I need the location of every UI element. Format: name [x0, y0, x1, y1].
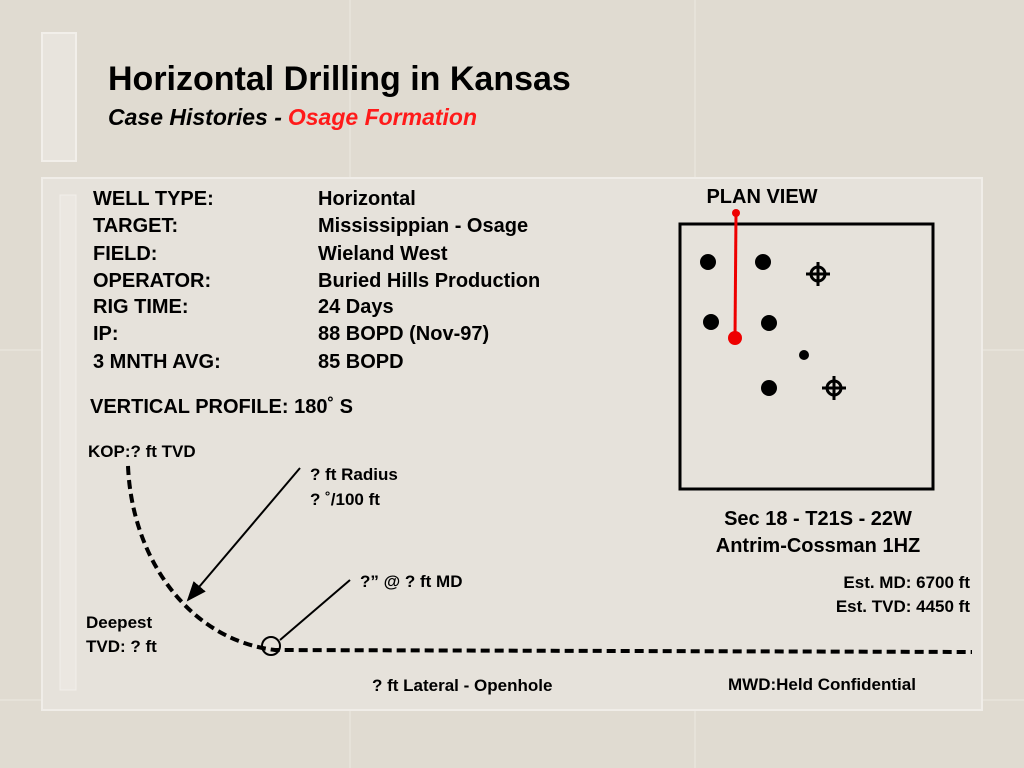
build-rate: ? ˚/100 ft — [310, 490, 380, 509]
kop: KOP:? ft TVD — [88, 442, 196, 461]
casing-point — [261, 636, 281, 656]
info-value: Buried Hills Production — [318, 270, 540, 292]
casing-leader — [279, 579, 351, 641]
wells — [700, 254, 809, 396]
bottom-hole — [728, 331, 742, 345]
info-value: Mississippian - Osage — [318, 215, 528, 237]
panel — [41, 177, 983, 711]
info-label: OPERATOR: — [93, 270, 211, 292]
well-name: Antrim-Cossman 1HZ — [716, 535, 920, 557]
info-value: 24 Days — [318, 296, 394, 318]
surface-location — [732, 209, 740, 217]
info-label: TARGET: — [93, 215, 178, 237]
info-label: 3 MNTH AVG: — [93, 351, 221, 373]
info-value: Horizontal — [318, 188, 416, 210]
section-box — [678, 222, 935, 491]
info-value: Wieland West — [318, 243, 448, 265]
est-tvd: Est. TVD: 4450 ft — [836, 597, 970, 616]
info-label: FIELD: — [93, 243, 157, 265]
dry-holes — [806, 262, 846, 400]
well-path — [733, 212, 738, 339]
title: Horizontal Drilling in Kansas — [108, 60, 571, 98]
well-info: WELL TYPE: Horizontal TARGET: Mississippian… — [93, 188, 540, 373]
radius: ? ft Radius — [310, 465, 398, 484]
info-label: WELL TYPE: — [93, 188, 214, 210]
info-label: IP: — [93, 323, 119, 345]
subtitle: Case Histories - Osage Formation — [108, 104, 477, 130]
decor-bar — [59, 194, 77, 691]
info-value: 88 BOPD (Nov-97) — [318, 323, 489, 345]
plan-title: PLAN VIEW — [706, 186, 817, 208]
deepest-tvd: TVD: ? ft — [86, 637, 157, 656]
info-label: RIG TIME: — [93, 296, 189, 318]
info-value: 85 BOPD — [318, 351, 404, 373]
casing: ?” @ ? ft MD — [360, 572, 463, 591]
subtitle-highlight: Osage Formation — [288, 104, 477, 130]
mwd: MWD:Held Confidential — [728, 675, 916, 694]
profile-title: VERTICAL PROFILE: 180˚ S — [90, 395, 353, 418]
subtitle-prefix: Case Histories - — [108, 104, 282, 130]
est-md: Est. MD: 6700 ft — [843, 573, 970, 592]
well-profile — [126, 465, 973, 654]
radius-arrow — [186, 467, 301, 602]
section-label: Sec 18 - T21S - 22W — [724, 508, 912, 530]
deepest: Deepest — [86, 613, 152, 632]
lateral: ? ft Lateral - Openhole — [372, 676, 552, 695]
decor-bar — [41, 32, 77, 162]
